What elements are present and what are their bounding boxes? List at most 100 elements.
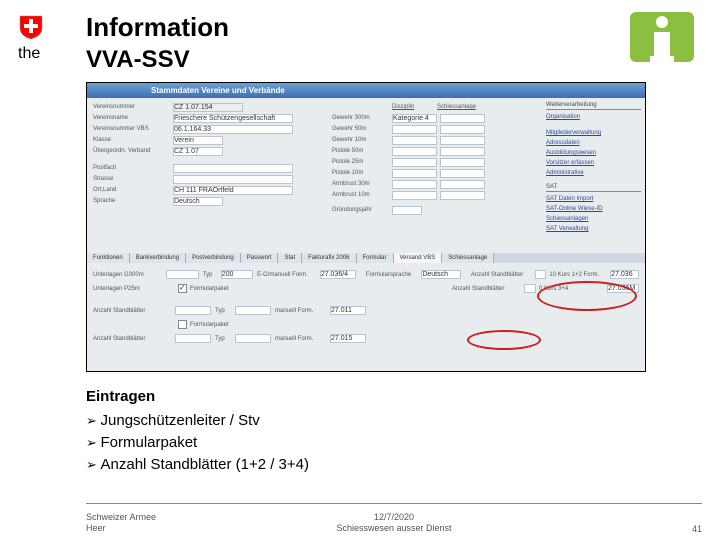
nav-link[interactable]: Organisation — [546, 112, 641, 122]
instruction-block: Eintragen Jungschützenleiter / Stv Formu… — [86, 386, 309, 476]
nav-link[interactable]: SAT Daten Import — [546, 194, 641, 204]
field-input[interactable] — [166, 270, 198, 279]
app-screenshot: Stammdaten Vereine und Verbände Vereinsn… — [86, 82, 646, 372]
field-input[interactable] — [524, 284, 536, 293]
field-label: Gewehr 10m — [332, 137, 392, 143]
tab-schiessanlage[interactable]: Schiessanlage — [442, 253, 494, 263]
field-input[interactable]: 27.015 — [330, 334, 366, 343]
field-input[interactable] — [235, 306, 271, 315]
field-input[interactable]: Deutsch — [173, 197, 223, 206]
instruction-item: Formularpaket — [86, 432, 309, 454]
field-input[interactable] — [175, 334, 211, 343]
form-left-column: VereinsnummerCZ 1.07.154 VereinsnameFrie… — [93, 102, 318, 207]
tab-postverbindung[interactable]: Postverbindung — [186, 253, 241, 263]
field-input[interactable]: 27.036/4 — [320, 270, 356, 279]
field-label: Strasse — [93, 176, 173, 182]
formularpaket-checkbox[interactable] — [178, 284, 187, 293]
info-icon — [622, 6, 702, 70]
field-input[interactable] — [392, 158, 437, 167]
field-input[interactable] — [440, 180, 485, 189]
field-input[interactable] — [535, 270, 546, 279]
field-label: manuell Form. — [275, 308, 330, 314]
field-input[interactable] — [392, 169, 437, 178]
field-input[interactable] — [392, 136, 437, 145]
nav-link[interactable]: Ausbildungswesen — [546, 148, 641, 158]
tab-passwort[interactable]: Passwort — [241, 253, 279, 263]
field-input[interactable]: Frieschere Schützengesellschaft — [173, 114, 293, 123]
field-label: Typ — [203, 272, 221, 278]
field-label: Sprache — [93, 198, 173, 204]
nav-link[interactable]: SAT Verwaltung — [546, 224, 641, 234]
page-number: 41 — [692, 524, 702, 534]
tab-funktionen[interactable]: Funktionen — [87, 253, 130, 263]
field-input[interactable]: Deutsch — [421, 270, 461, 279]
formularpaket-checkbox[interactable] — [178, 320, 187, 329]
field-input[interactable]: 200 — [221, 270, 253, 279]
nav-link[interactable]: Schiessanlagen — [546, 214, 641, 224]
nav-link[interactable]: Administrative — [546, 168, 641, 178]
field-input[interactable]: 06.1.164.33 — [173, 125, 293, 134]
tab-stat[interactable]: Stat — [278, 253, 302, 263]
field-label: Pistole 50m — [332, 148, 392, 154]
field-input[interactable]: Kategorie 4 — [392, 114, 437, 123]
tab-strip: Funktionen Bankverbindung Postverbindung… — [87, 253, 645, 263]
nav-link[interactable]: Adressdaten — [546, 138, 641, 148]
field-label: manuell Form. — [275, 336, 330, 342]
field-input[interactable] — [392, 191, 437, 200]
instruction-item: Anzahl Standblätter (1+2 / 3+4) — [86, 454, 309, 476]
field-input[interactable] — [392, 206, 422, 215]
tab-fakturafix[interactable]: Fakturafix 2006 — [302, 253, 356, 263]
link-group-header: SAT — [546, 184, 641, 192]
field-input[interactable]: CZ 1.07 — [173, 147, 223, 156]
field-input[interactable]: 27.011 — [330, 306, 366, 315]
field-label: Unterlagen G300m — [93, 272, 166, 278]
field-input[interactable]: CZ 1.07.154 — [173, 103, 243, 112]
field-input[interactable] — [440, 191, 485, 200]
col-head: Schiessanlage — [437, 104, 497, 110]
field-label: Vereinsname — [93, 115, 173, 121]
field-input[interactable] — [235, 334, 271, 343]
field-label: Übergeordn. Verband — [93, 148, 173, 154]
field-input[interactable] — [440, 158, 485, 167]
footer-topic: Schiesswesen ausser Dienst — [86, 523, 702, 534]
field-input[interactable] — [173, 164, 293, 173]
tab-bankverbindung[interactable]: Bankverbindung — [130, 253, 186, 263]
field-label: Gründungsjahr — [332, 207, 392, 213]
field-label: Pistole 10m — [332, 170, 392, 176]
field-label: Anzahl Standblätter — [93, 308, 175, 314]
field-input[interactable] — [440, 114, 485, 123]
field-label: Armbrust 10m — [332, 192, 392, 198]
field-input[interactable]: Verein — [173, 136, 223, 145]
nav-link[interactable]: Mitgliederverwaltung — [546, 128, 641, 138]
field-input[interactable] — [392, 180, 437, 189]
field-label: E-O/manuell Form. — [257, 272, 320, 278]
field-input[interactable] — [440, 169, 485, 178]
field-input[interactable] — [392, 147, 437, 156]
field-label: Ort,Land — [93, 187, 173, 193]
footer-rule — [86, 503, 702, 504]
field-input[interactable] — [440, 136, 485, 145]
field-input[interactable] — [440, 147, 485, 156]
field-label: Postfach — [93, 165, 173, 171]
field-label: Typ — [215, 336, 235, 342]
swiss-shield-logo: the — [18, 14, 44, 40]
field-label: Klasse — [93, 137, 173, 143]
tab-formular[interactable]: Formular — [357, 253, 394, 263]
field-input[interactable] — [392, 125, 437, 134]
nav-link[interactable]: SAT-Online Wiese-ID — [546, 204, 641, 214]
field-label: Anzahl Standblätter — [452, 286, 524, 292]
field-input[interactable] — [440, 125, 485, 134]
tab-versand-vbs[interactable]: Versand VBS — [394, 253, 443, 263]
nav-link[interactable]: Vorsitzer erfassen — [546, 158, 641, 168]
field-label: Anzahl Standblätter — [471, 272, 535, 278]
field-input[interactable]: 27.036M — [607, 284, 639, 293]
field-input[interactable]: CH 111 FRAOrtfeld — [173, 186, 293, 195]
right-link-panel: Weiterverarbeitung Organisation Mitglied… — [546, 102, 641, 234]
field-input[interactable] — [175, 306, 211, 315]
app-titlebar: Stammdaten Vereine und Verbände — [87, 83, 645, 98]
instruction-item: Jungschützenleiter / Stv — [86, 410, 309, 432]
page-subtitle: VVA-SSV — [86, 46, 190, 74]
footer-date: 12/7/2020 — [86, 512, 702, 523]
field-input[interactable] — [173, 175, 293, 184]
field-input[interactable]: 27.036 — [610, 270, 639, 279]
